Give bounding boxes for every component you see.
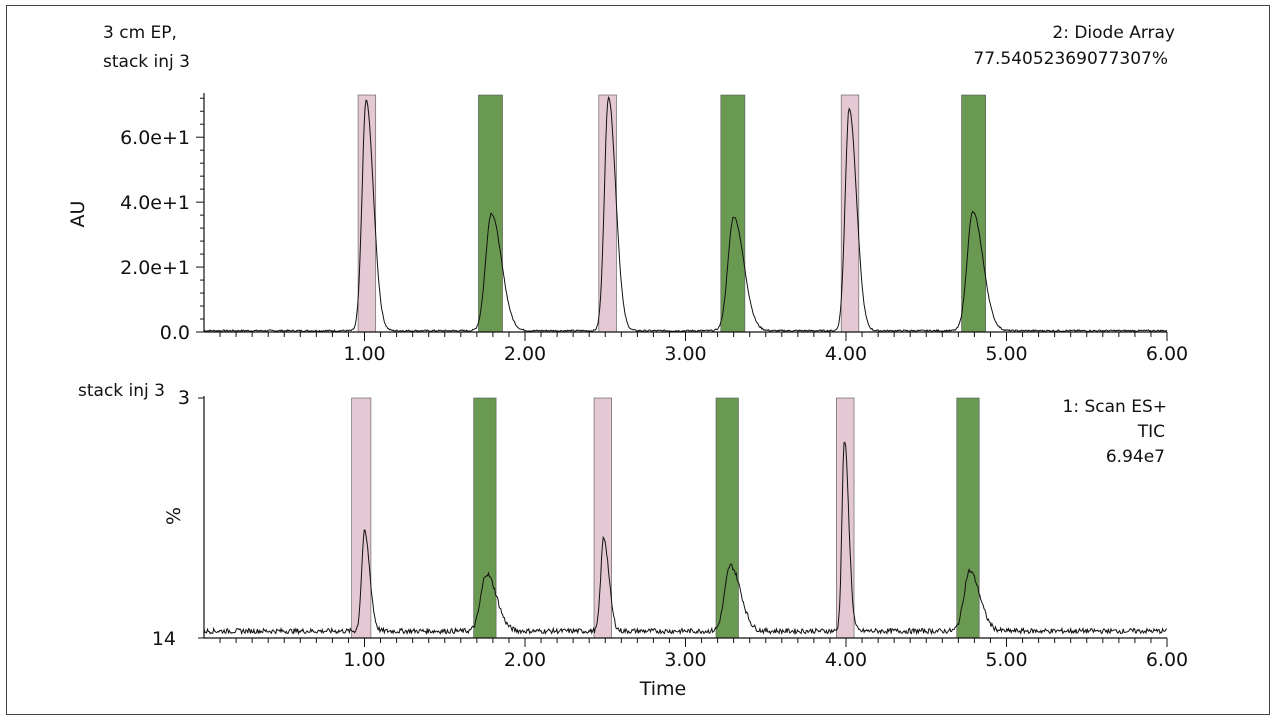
panel-1-y-tick-label: 2.0e+1	[120, 257, 190, 279]
panel-2-band-2	[473, 397, 497, 639]
panel-2-x-tick-label: 3.00	[664, 649, 706, 671]
panel-1-x-tick-label: 4.00	[825, 343, 867, 365]
panel-2-x-tick-label: 5.00	[985, 649, 1027, 671]
bottom-title-right-3: 6.94e7	[1106, 447, 1165, 467]
panel-1-band-3	[598, 94, 617, 333]
panel-1-x-tick-label: 1.00	[343, 343, 385, 365]
bottom-title-right-1: 1: Scan ES+	[1063, 397, 1167, 417]
panel-1-band-6	[961, 94, 986, 333]
panel-2-band-6	[956, 397, 980, 639]
top-title-right-2: 77.54052369077307%	[973, 49, 1168, 69]
top-title-left-1: 3 cm EP,	[103, 23, 177, 43]
bottom-title-right-2: TIC	[1137, 422, 1165, 442]
panel-2-x-tick-label: 6.00	[1146, 649, 1188, 671]
panel-1-y-tick-label: 0.0	[160, 322, 190, 344]
panel-2-band-1	[351, 397, 372, 639]
panel-2-band-4	[715, 397, 739, 639]
panel-1-band-5	[840, 94, 860, 333]
panel-2-y-tick-label-max: 3	[178, 387, 190, 409]
panel-2-band-3	[593, 397, 612, 639]
panel-1-x-tick-label: 6.00	[1146, 343, 1188, 365]
panel-1-band-4	[720, 94, 746, 333]
top-y-axis-label: AU	[67, 201, 89, 228]
panel-1-x-tick-label: 3.00	[664, 343, 706, 365]
panel-2-band-5	[836, 397, 855, 639]
panel-2-x-tick-label: 1.00	[343, 649, 385, 671]
top-title-right-1: 2: Diode Array	[1052, 23, 1175, 43]
panel-1-x-tick-label: 5.00	[985, 343, 1027, 365]
chart-frame	[6, 5, 1270, 715]
bottom-y-axis-label: %	[163, 507, 185, 525]
panel-1-y-tick-label: 6.0e+1	[120, 127, 190, 149]
panel-1-trace	[203, 95, 1168, 333]
panel-2-trace	[203, 441, 1168, 636]
panel-2-x-tick-label: 4.00	[825, 649, 867, 671]
panel-2-x-tick-label: 2.00	[504, 649, 546, 671]
panel-1-band-1	[357, 94, 377, 333]
panel-1-y-tick-label: 4.0e+1	[120, 192, 190, 214]
panel-2-y-tick-label-min: 14	[152, 628, 176, 650]
x-axis-label: Time	[639, 678, 687, 700]
bottom-title-left: stack inj 3	[78, 381, 165, 401]
top-title-left-2: stack inj 3	[103, 52, 190, 72]
panel-1-x-tick-label: 2.00	[504, 343, 546, 365]
plot-layers: 1.00 2.00 3.00 4.00 5.00 6.00 0.0 2.0e+1 4.0e+1 6…	[120, 93, 1188, 671]
